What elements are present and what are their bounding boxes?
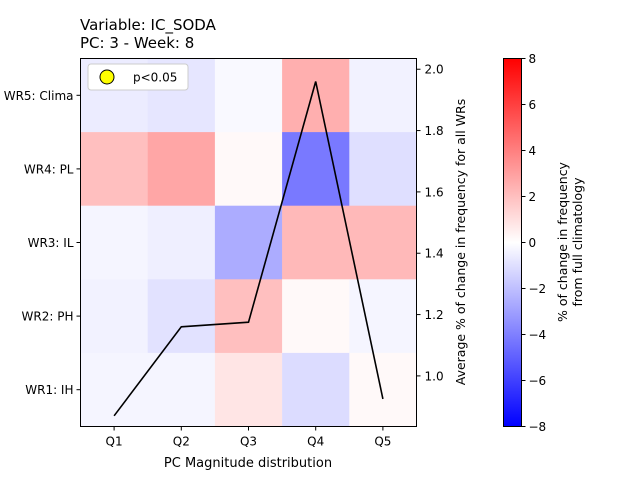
x-tick-label: Q3 bbox=[240, 435, 257, 449]
heatmap-cell bbox=[214, 279, 283, 354]
heatmap-cell bbox=[214, 132, 283, 206]
colorbar-ticks: 8 6 4 2 0 −2 −4 −6 −8 bbox=[521, 52, 547, 434]
heatmap-cell bbox=[349, 58, 417, 133]
colorbar-label-line1: % of change in frequency bbox=[555, 161, 570, 322]
heatmap-cell bbox=[349, 205, 417, 280]
colorbar bbox=[503, 58, 522, 427]
x-tick-label: Q1 bbox=[106, 435, 123, 449]
colorbar-label-line2: from full climatology bbox=[570, 177, 585, 307]
x-tick-label: Q2 bbox=[173, 435, 190, 449]
right-tick-label: 1.8 bbox=[425, 124, 444, 138]
x-tick-label: Q4 bbox=[307, 435, 324, 449]
chart-title-line2: PC: 3 - Week: 8 bbox=[80, 34, 194, 52]
y-tick-label: WR3: IL bbox=[28, 236, 74, 250]
right-tick-label: 1.2 bbox=[425, 308, 444, 322]
heatmap-cell bbox=[147, 352, 216, 427]
colorbar-tick-label: −4 bbox=[529, 328, 547, 342]
right-axis-ticks: 1.0 1.2 1.4 1.6 1.8 2.0 bbox=[416, 63, 444, 383]
right-tick-label: 1.0 bbox=[425, 369, 444, 383]
heatmap-cell bbox=[214, 58, 283, 133]
heatmap-cell bbox=[80, 205, 148, 280]
colorbar-tick-label: 2 bbox=[529, 190, 537, 204]
colorbar-tick-label: −8 bbox=[529, 420, 547, 434]
heatmap-cell bbox=[214, 352, 283, 427]
heatmap-cell bbox=[349, 352, 417, 427]
heatmap-cell bbox=[282, 205, 350, 280]
legend-label: p<0.05 bbox=[133, 71, 177, 85]
y-tick-label: WR4: PL bbox=[24, 162, 74, 176]
y-tick-label: WR1: IH bbox=[25, 383, 73, 397]
heatmap-cell bbox=[147, 205, 216, 280]
heatmap-cell bbox=[80, 279, 148, 354]
colorbar-tick-label: 0 bbox=[529, 236, 537, 250]
right-tick-label: 1.6 bbox=[425, 185, 444, 199]
right-tick-label: 2.0 bbox=[425, 63, 444, 77]
heatmap-cell bbox=[214, 205, 283, 280]
y-tick-label: WR2: PH bbox=[22, 310, 74, 324]
chart-title-line1: Variable: IC_SODA bbox=[80, 16, 217, 35]
heatmap-cell bbox=[282, 279, 350, 354]
x-axis-label: PC Magnitude distribution bbox=[164, 456, 332, 471]
heatmap-cell bbox=[147, 132, 216, 206]
heatmap-cell bbox=[147, 279, 216, 354]
right-axis-label: Average % of change in frequency for all… bbox=[453, 99, 468, 386]
heatmap-cell bbox=[80, 132, 148, 206]
legend-marker bbox=[99, 69, 115, 85]
y-axis-ticks: WR5: Clima WR4: PL WR3: IL WR2: PH WR1: IH bbox=[4, 89, 81, 397]
x-axis-ticks: Q1 Q2 Q3 Q4 Q5 bbox=[106, 426, 391, 449]
colorbar-tick-label: 6 bbox=[529, 98, 537, 112]
heatmap-cell bbox=[282, 132, 350, 206]
colorbar-tick-label: −2 bbox=[529, 282, 547, 296]
heatmap-cell bbox=[349, 132, 417, 206]
heatmap-cells bbox=[80, 58, 417, 427]
right-tick-label: 1.4 bbox=[425, 247, 444, 261]
colorbar-tick-label: 4 bbox=[529, 144, 537, 158]
frequency-line bbox=[113, 81, 384, 417]
heatmap-cell bbox=[282, 58, 350, 133]
y-tick-label: WR5: Clima bbox=[4, 89, 74, 103]
legend: p<0.05 bbox=[87, 63, 189, 91]
colorbar-tick-label: 8 bbox=[529, 52, 537, 66]
legend-box bbox=[87, 63, 189, 91]
x-tick-label: Q5 bbox=[374, 435, 391, 449]
heatmap-cell bbox=[282, 352, 350, 427]
colorbar-tick-label: −6 bbox=[529, 374, 547, 388]
